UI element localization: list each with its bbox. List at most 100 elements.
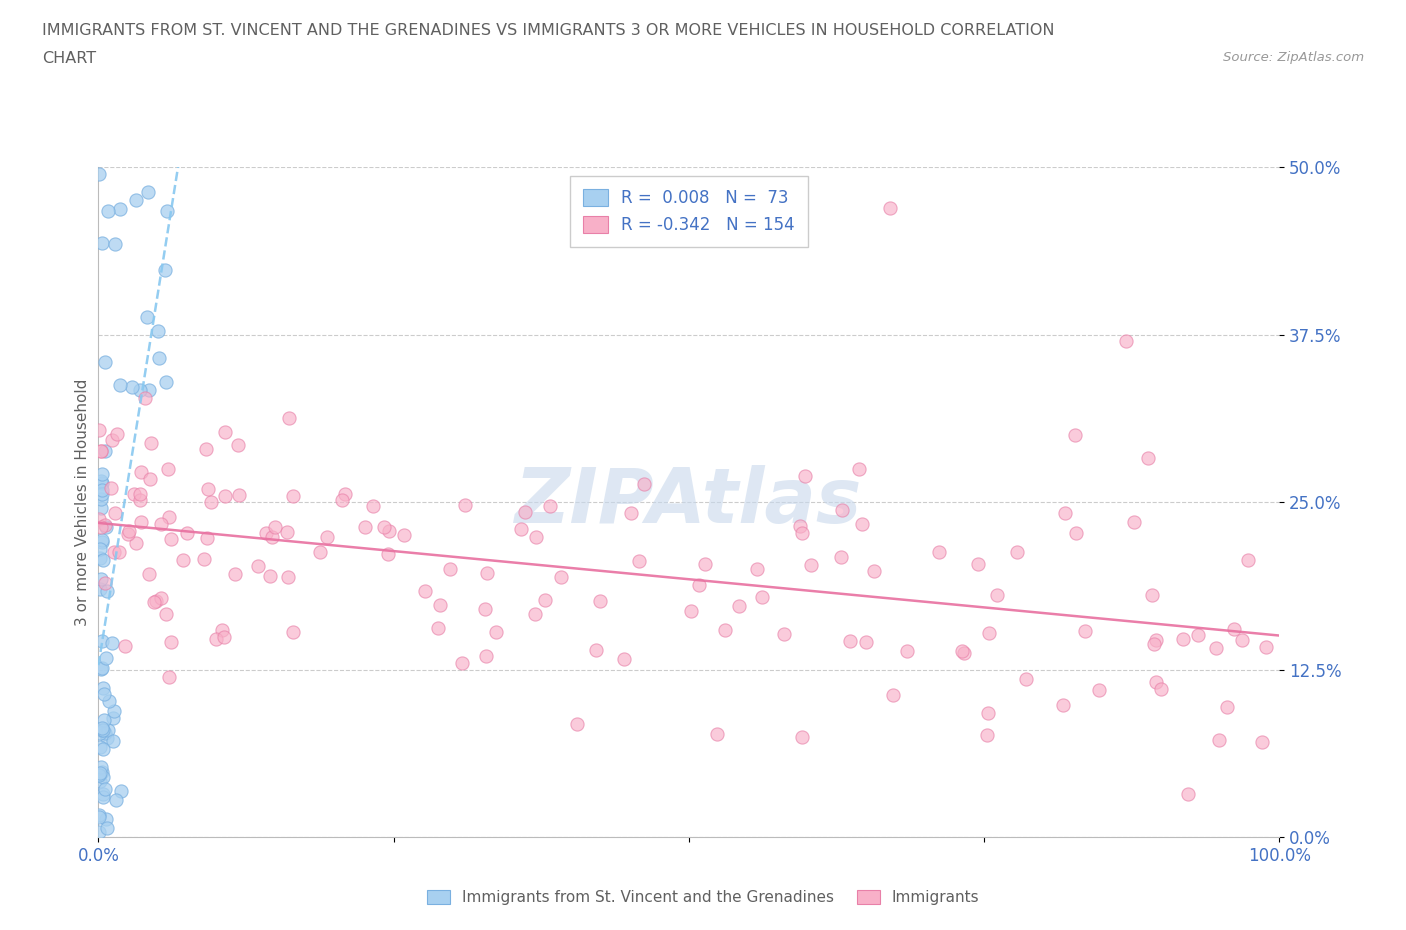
Point [103,545,125,560]
Point [224,567,246,582]
Point [89,551,111,565]
Point [228,488,250,503]
Point [91,741,114,756]
Point [93,686,115,701]
Point [89,725,111,740]
Point [110,378,132,392]
Point [862,563,884,578]
Point [204,631,226,646]
Point [1144,674,1167,689]
Point [613,651,636,666]
Point [373,520,395,535]
Point [330,493,353,508]
Point [1173,632,1195,647]
Point [800,557,823,572]
Point [121,379,143,394]
Point [91,723,114,737]
Point [1054,505,1077,520]
Point [157,510,180,525]
Point [976,727,998,742]
Point [142,594,165,609]
Point [281,624,304,639]
Legend: Immigrants from St. Vincent and the Grenadines, Immigrants: Immigrants from St. Vincent and the Gren… [419,883,987,913]
Point [124,193,146,208]
Point [620,506,643,521]
Point [831,502,853,517]
Point [510,521,533,536]
Point [1015,671,1038,686]
Point [160,531,183,546]
Point [90,764,112,779]
Point [276,525,298,539]
Point [773,627,796,642]
Point [91,535,114,550]
Point [94,725,117,740]
Point [706,726,728,741]
Point [792,525,814,540]
Point [139,435,162,450]
Point [1177,786,1199,801]
Y-axis label: 3 or more Vehicles in Household: 3 or more Vehicles in Household [75,379,90,626]
Point [101,635,124,650]
Point [90,443,112,458]
Point [1150,682,1173,697]
Point [1237,552,1260,567]
Point [790,730,813,745]
Point [138,382,160,397]
Point [94,811,117,826]
Point [87,166,110,181]
Point [1216,699,1239,714]
Point [211,622,233,637]
Point [138,566,160,581]
Point [129,486,152,501]
Point [1143,637,1166,652]
Point [135,310,157,325]
Point [129,465,152,480]
Point [104,236,127,251]
Point [101,711,124,725]
Point [1223,621,1246,636]
Point [89,541,111,556]
Point [91,634,114,649]
Point [354,519,377,534]
Point [176,525,198,540]
Point [128,492,150,507]
Point [129,514,152,529]
Text: CHART: CHART [42,51,96,66]
Point [454,498,477,512]
Point [259,569,281,584]
Point [91,786,114,801]
Point [96,583,118,598]
Point [114,638,136,653]
Point [214,489,236,504]
Point [855,634,877,649]
Point [172,553,194,568]
Point [474,602,496,617]
Point [87,768,110,783]
Point [315,530,337,545]
Point [260,530,283,545]
Point [882,688,904,703]
Point [103,704,125,719]
Point [585,643,607,658]
Point [681,604,703,618]
Point [1137,450,1160,465]
Text: IMMIGRANTS FROM ST. VINCENT AND THE GRENADINES VS IMMIGRANTS 3 OR MORE VEHICLES : IMMIGRANTS FROM ST. VINCENT AND THE GREN… [42,23,1054,38]
Point [263,520,285,535]
Point [277,569,299,584]
Point [90,466,112,481]
Point [474,648,496,663]
Point [413,583,436,598]
Point [94,576,117,591]
Text: ZIPAtlas: ZIPAtlas [515,465,863,539]
Point [136,184,159,199]
Point [1064,428,1087,443]
Point [89,739,111,754]
Point [89,512,111,526]
Point [156,461,179,476]
Point [589,593,612,608]
Point [392,528,415,543]
Point [146,324,169,339]
Point [87,824,110,839]
Point [157,670,180,684]
